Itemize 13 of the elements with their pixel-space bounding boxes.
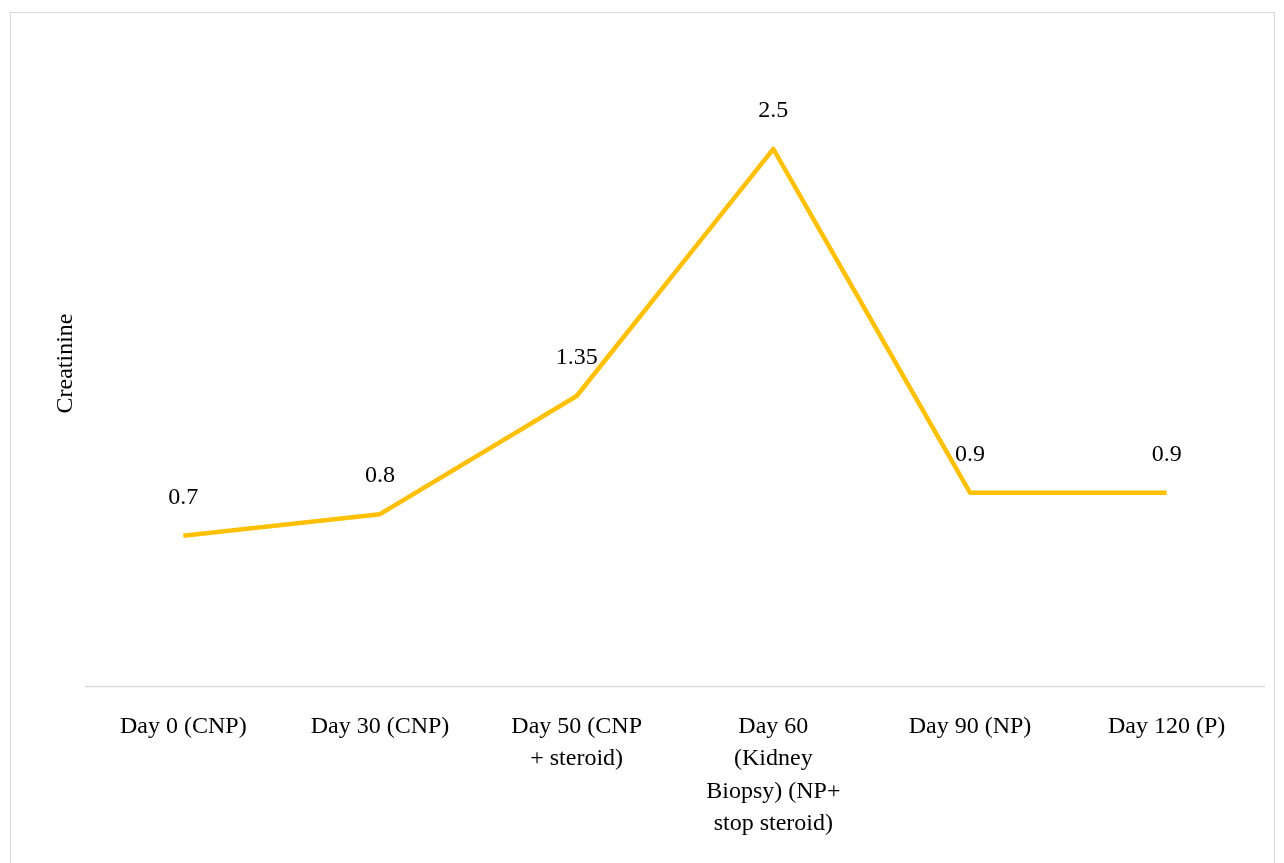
x-tick-label: Day 0 (CNP) <box>120 712 247 738</box>
data-label: 0.9 <box>955 439 985 466</box>
data-label: 0.8 <box>365 461 395 488</box>
y-axis-title: Creatinine <box>51 313 77 414</box>
data-label: 2.5 <box>758 96 789 122</box>
x-tick-label: Day 120 (P) <box>1108 712 1226 738</box>
data-label: 1.35 <box>555 343 598 370</box>
x-tick-label: Day 50 (CNP + steroid) <box>511 712 642 771</box>
x-tick-label: Day 30 (CNP) <box>310 712 450 738</box>
data-label: 0.9 <box>1151 439 1182 466</box>
x-tick-label: Day 60 (Kidney Biopsy) (NP+ stop steroid) <box>706 712 841 836</box>
x-tick-label: Day 90 (NP) <box>908 712 1032 738</box>
data-label: 0.7 <box>168 482 199 509</box>
